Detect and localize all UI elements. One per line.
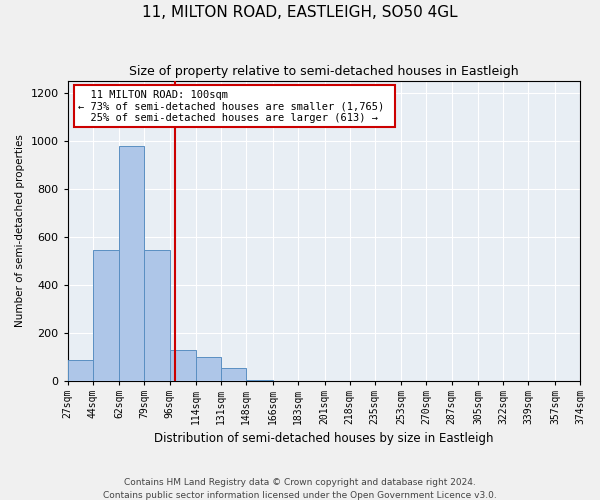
Text: 11 MILTON ROAD: 100sqm  
← 73% of semi-detached houses are smaller (1,765)
  25%: 11 MILTON ROAD: 100sqm ← 73% of semi-det… <box>78 90 391 123</box>
Text: Contains HM Land Registry data © Crown copyright and database right 2024.
Contai: Contains HM Land Registry data © Crown c… <box>103 478 497 500</box>
Bar <box>145 250 170 382</box>
Bar <box>247 380 273 382</box>
Bar <box>119 146 145 382</box>
Bar <box>93 250 119 382</box>
X-axis label: Distribution of semi-detached houses by size in Eastleigh: Distribution of semi-detached houses by … <box>154 432 494 445</box>
Bar <box>68 360 93 382</box>
Bar <box>196 358 221 382</box>
Bar <box>221 368 247 382</box>
Text: 11, MILTON ROAD, EASTLEIGH, SO50 4GL: 11, MILTON ROAD, EASTLEIGH, SO50 4GL <box>142 5 458 20</box>
Bar <box>170 350 196 382</box>
Y-axis label: Number of semi-detached properties: Number of semi-detached properties <box>15 134 25 328</box>
Title: Size of property relative to semi-detached houses in Eastleigh: Size of property relative to semi-detach… <box>129 65 518 78</box>
